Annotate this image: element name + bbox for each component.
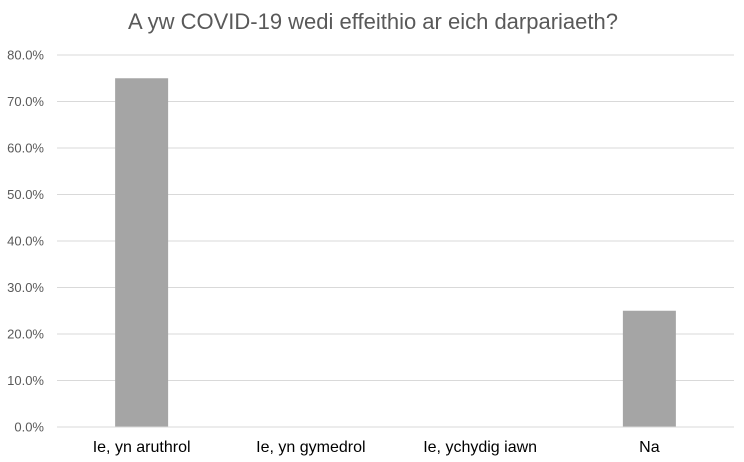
y-axis-tick-labels: 0.0% 10.0% 20.0% 30.0% 40.0% 50.0% 60.0% 70.0% 8… bbox=[7, 48, 44, 435]
y-tick-label: 0.0% bbox=[14, 420, 44, 435]
x-tick-label: Na bbox=[639, 439, 660, 456]
bar bbox=[622, 310, 676, 427]
y-tick-label: 10.0% bbox=[7, 373, 44, 388]
y-tick-label: 40.0% bbox=[7, 234, 44, 249]
x-tick-label: Ie, yn gymedrol bbox=[256, 439, 365, 456]
x-tick-label: Ie, ychydig iawn bbox=[423, 439, 537, 456]
y-tick-label: 20.0% bbox=[7, 327, 44, 342]
y-tick-label: 70.0% bbox=[7, 94, 44, 109]
y-tick-label: 30.0% bbox=[7, 280, 44, 295]
y-tick-label: 50.0% bbox=[7, 187, 44, 202]
x-tick-label: Ie, yn aruthrol bbox=[93, 439, 191, 456]
y-tick-label: 60.0% bbox=[7, 141, 44, 156]
y-tick-label: 80.0% bbox=[7, 48, 44, 63]
x-axis-tick-labels: Ie, yn aruthrol Ie, yn gymedrol Ie, ychydi… bbox=[93, 439, 660, 456]
bars bbox=[115, 78, 676, 427]
chart-title: A yw COVID-19 wedi effeithio ar eich dar… bbox=[128, 9, 618, 34]
bar bbox=[115, 78, 169, 427]
gridlines bbox=[57, 54, 734, 381]
